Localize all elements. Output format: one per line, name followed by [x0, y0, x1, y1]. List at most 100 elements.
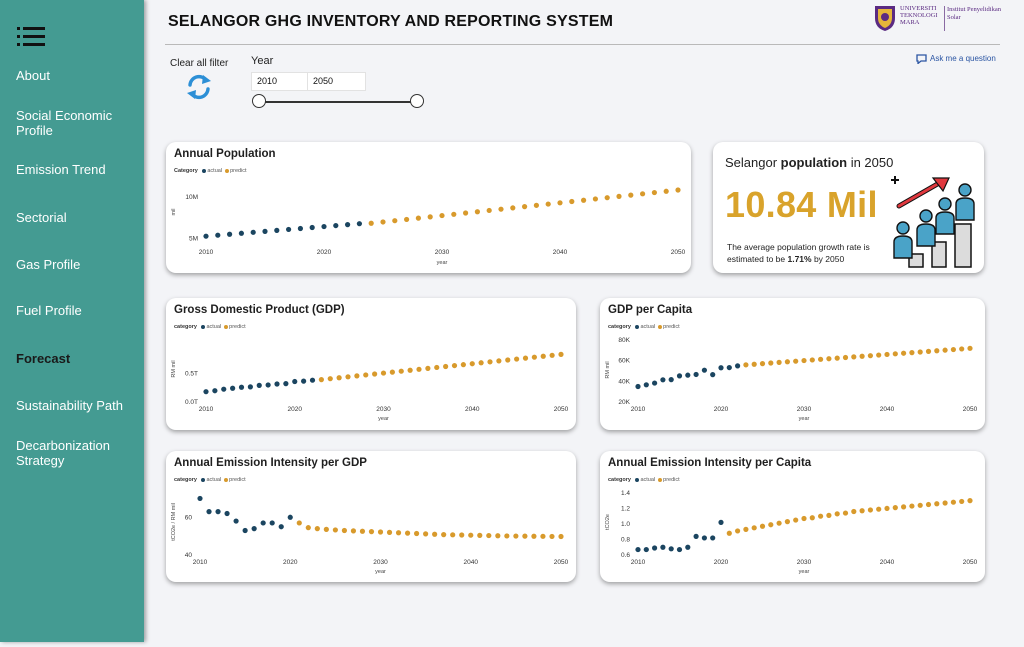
predict-data-point[interactable]	[876, 506, 882, 512]
actual-data-point[interactable]	[309, 224, 315, 231]
actual-data-point[interactable]	[283, 381, 289, 387]
predict-data-point[interactable]	[834, 511, 840, 517]
actual-data-point[interactable]	[265, 382, 271, 388]
predict-data-point[interactable]	[793, 358, 799, 364]
predict-data-point[interactable]	[809, 357, 815, 363]
predict-data-point[interactable]	[363, 372, 369, 378]
actual-data-point[interactable]	[274, 227, 280, 233]
actual-data-point[interactable]	[345, 222, 351, 228]
predict-data-point[interactable]	[486, 207, 492, 214]
predict-data-point[interactable]	[909, 503, 915, 509]
sidebar-item-gas-profile[interactable]: Gas Profile	[16, 257, 81, 272]
sidebar-item-forecast[interactable]: Forecast	[16, 351, 71, 366]
predict-data-point[interactable]	[751, 361, 757, 367]
predict-data-point[interactable]	[640, 191, 646, 197]
predict-data-point[interactable]	[432, 531, 438, 537]
actual-data-point[interactable]	[292, 378, 298, 385]
predict-data-point[interactable]	[557, 200, 563, 206]
predict-data-point[interactable]	[768, 360, 774, 366]
predict-data-point[interactable]	[818, 513, 824, 519]
predict-data-point[interactable]	[967, 345, 973, 351]
sidebar-item-social-economic-profile[interactable]: Social Economic Profile	[16, 108, 113, 138]
year-to-input[interactable]: 2050	[307, 72, 366, 91]
year-slider-track[interactable]	[258, 101, 418, 103]
actual-data-point[interactable]	[718, 365, 724, 371]
predict-data-point[interactable]	[459, 532, 465, 538]
predict-data-point[interactable]	[818, 356, 824, 362]
predict-data-point[interactable]	[392, 218, 398, 224]
predict-data-point[interactable]	[917, 349, 923, 355]
ask-question-button[interactable]: Ask me a question	[916, 54, 996, 64]
predict-data-point[interactable]	[834, 355, 840, 361]
predict-data-point[interactable]	[336, 375, 342, 381]
predict-data-point[interactable]	[469, 361, 475, 367]
predict-data-point[interactable]	[398, 368, 404, 374]
predict-data-point[interactable]	[468, 532, 474, 538]
actual-data-point[interactable]	[710, 372, 716, 378]
predict-data-point[interactable]	[859, 353, 865, 359]
actual-data-point[interactable]	[718, 519, 724, 525]
predict-data-point[interactable]	[663, 188, 669, 194]
predict-data-point[interactable]	[675, 187, 681, 193]
actual-data-point[interactable]	[356, 221, 362, 227]
predict-data-point[interactable]	[463, 210, 469, 216]
predict-data-point[interactable]	[414, 530, 420, 537]
predict-data-point[interactable]	[513, 533, 519, 539]
predict-data-point[interactable]	[354, 373, 360, 379]
predict-data-point[interactable]	[386, 529, 393, 535]
actual-data-point[interactable]	[643, 546, 649, 553]
actual-data-point[interactable]	[212, 388, 218, 394]
predict-data-point[interactable]	[569, 198, 575, 205]
predict-data-point[interactable]	[801, 357, 807, 364]
actual-data-point[interactable]	[197, 495, 203, 502]
predict-data-point[interactable]	[776, 359, 782, 365]
refresh-icon[interactable]	[185, 73, 213, 101]
predict-data-point[interactable]	[826, 356, 832, 362]
predict-data-point[interactable]	[540, 353, 546, 359]
predict-data-point[interactable]	[486, 532, 492, 539]
predict-data-point[interactable]	[776, 520, 782, 526]
actual-data-point[interactable]	[676, 546, 683, 553]
predict-data-point[interactable]	[759, 523, 766, 529]
predict-data-point[interactable]	[323, 526, 329, 532]
predict-data-point[interactable]	[628, 192, 634, 198]
predict-data-point[interactable]	[842, 354, 849, 361]
actual-data-point[interactable]	[230, 385, 236, 391]
predict-data-point[interactable]	[967, 498, 973, 504]
predict-data-point[interactable]	[478, 360, 484, 366]
actual-data-point[interactable]	[221, 386, 227, 392]
predict-data-point[interactable]	[296, 520, 302, 526]
predict-data-point[interactable]	[522, 204, 528, 210]
predict-data-point[interactable]	[540, 533, 546, 539]
predict-data-point[interactable]	[917, 502, 923, 508]
predict-data-point[interactable]	[616, 193, 622, 199]
predict-data-point[interactable]	[505, 357, 511, 363]
actual-data-point[interactable]	[297, 225, 303, 232]
actual-data-point[interactable]	[701, 535, 707, 541]
actual-data-point[interactable]	[238, 230, 244, 236]
actual-data-point[interactable]	[643, 382, 649, 388]
actual-data-point[interactable]	[247, 384, 253, 390]
predict-data-point[interactable]	[522, 355, 529, 361]
predict-data-point[interactable]	[395, 530, 402, 536]
predict-data-point[interactable]	[305, 525, 311, 531]
predict-data-point[interactable]	[460, 362, 466, 368]
predict-data-point[interactable]	[784, 519, 790, 525]
predict-data-point[interactable]	[368, 529, 375, 535]
predict-data-point[interactable]	[380, 370, 387, 376]
predict-data-point[interactable]	[581, 197, 587, 203]
actual-data-point[interactable]	[227, 231, 233, 237]
predict-data-point[interactable]	[851, 354, 857, 360]
actual-data-point[interactable]	[286, 226, 292, 233]
predict-data-point[interactable]	[876, 352, 882, 358]
predict-data-point[interactable]	[842, 510, 849, 516]
predict-data-point[interactable]	[427, 214, 433, 220]
predict-data-point[interactable]	[809, 515, 815, 521]
predict-data-point[interactable]	[434, 364, 440, 371]
predict-data-point[interactable]	[451, 362, 458, 369]
predict-data-point[interactable]	[604, 195, 610, 201]
predict-data-point[interactable]	[884, 351, 890, 358]
predict-data-point[interactable]	[950, 346, 956, 353]
predict-data-point[interactable]	[439, 212, 445, 219]
predict-data-point[interactable]	[851, 508, 857, 515]
